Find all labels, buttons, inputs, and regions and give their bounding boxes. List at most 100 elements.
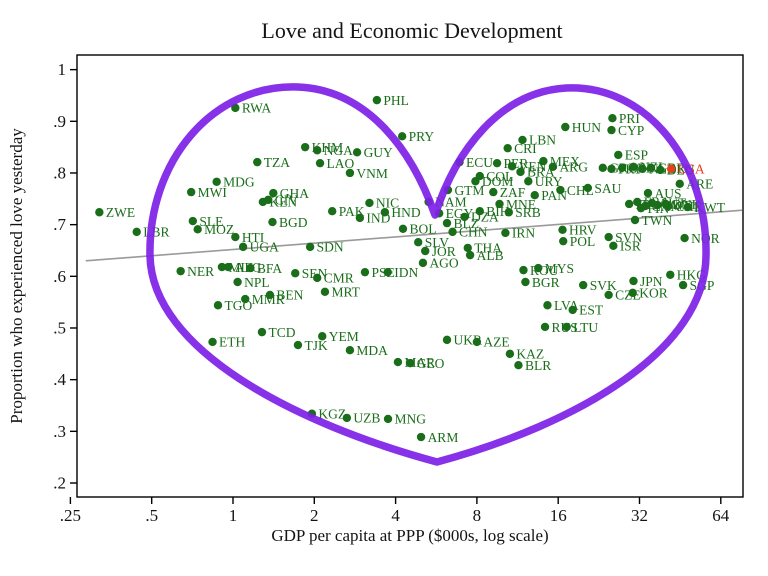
data-point-dot	[442, 335, 452, 345]
data-point-label: NER	[187, 264, 214, 279]
data-point-label: TCD	[268, 325, 295, 340]
data-point-dot	[492, 158, 502, 168]
data-point-label: LBN	[529, 133, 556, 148]
data-point-dot	[540, 322, 550, 332]
data-point-label: DZA	[471, 210, 499, 225]
data-point-dot	[524, 177, 533, 186]
data-point-label: HTI	[242, 230, 265, 245]
data-point-label: ESP	[625, 148, 648, 163]
data-point-label: GHA	[280, 186, 309, 201]
data-point-dot	[559, 236, 568, 246]
data-point-label: GEO	[417, 356, 445, 371]
data-point-label: BLR	[525, 358, 551, 373]
data-point-label: MNE	[506, 197, 536, 212]
data-point-dot	[495, 199, 504, 209]
data-point-dot	[342, 413, 352, 423]
data-point-label: NPL	[244, 275, 270, 290]
data-point-dot	[617, 163, 627, 173]
data-point-label: SRB	[515, 205, 541, 220]
data-point-dot	[561, 122, 570, 132]
data-point-dot	[633, 197, 642, 207]
data-point-label: AUS	[654, 186, 681, 201]
data-point-dot	[583, 183, 593, 193]
data-point-dot	[598, 163, 607, 173]
x-tick-label: 8	[473, 506, 482, 525]
data-point-dot	[607, 164, 616, 174]
data-point-dot	[475, 207, 484, 216]
data-point-dot	[231, 103, 240, 113]
data-point-label: TZA	[264, 155, 290, 170]
data-point-dot	[539, 156, 548, 166]
data-point-dot	[521, 277, 530, 287]
data-point-label: SLV	[425, 235, 450, 250]
data-point-label: YEM	[329, 329, 359, 344]
data-point-dot	[614, 150, 623, 160]
data-point-label: PRY	[409, 129, 435, 144]
data-point-label: IRN	[512, 226, 535, 241]
data-point-dot	[604, 290, 613, 300]
data-point-label: MDA	[356, 343, 388, 358]
data-point-label: CRI	[514, 141, 537, 156]
data-point-dot	[465, 250, 475, 260]
data-point-dot	[664, 201, 673, 211]
data-point-dot	[471, 177, 480, 186]
data-point-dot	[414, 238, 423, 247]
data-point-dot	[463, 243, 472, 253]
x-tick-label: 1	[229, 506, 238, 525]
data-point-label: BGR	[532, 275, 560, 290]
y-tick-label: .7	[53, 215, 66, 234]
y-tick-label: .6	[53, 267, 66, 286]
data-point-label: SAU	[594, 181, 621, 196]
y-tick-label: .3	[53, 422, 66, 441]
y-tick-label: .8	[53, 163, 66, 182]
chart-title: Love and Economic Development	[261, 18, 562, 43]
data-point-dot	[212, 177, 221, 186]
data-point-label: UZB	[353, 411, 380, 426]
heart-outline	[146, 83, 710, 466]
data-point-dot	[489, 187, 498, 197]
data-point-dot	[629, 276, 638, 286]
data-point-dot	[263, 195, 273, 205]
data-point-dot	[360, 267, 370, 277]
y-tick-label: .4	[53, 370, 66, 389]
data-point-dot	[393, 357, 403, 367]
x-tick-label: 2	[310, 506, 319, 525]
data-point-dot	[416, 432, 426, 442]
x-tick-label: 4	[391, 506, 400, 525]
data-point-label: ZWE	[106, 205, 135, 220]
data-point-dot	[607, 125, 616, 135]
data-point-dot	[530, 190, 539, 200]
data-point-dot	[268, 217, 277, 227]
data-point-label: CIV	[275, 193, 299, 208]
data-point-dot	[448, 227, 457, 237]
data-point-dot	[398, 224, 408, 233]
data-point-label: MYS	[545, 261, 574, 276]
data-point-dot	[383, 267, 392, 277]
data-point-dot	[501, 228, 510, 238]
data-point-label: POL	[570, 234, 596, 249]
data-point-label: ISR	[620, 239, 641, 254]
data-point-label: EST	[579, 303, 604, 318]
data-point-label: AZE	[483, 335, 509, 350]
data-point-dot	[265, 290, 275, 300]
data-point-label: KEN	[269, 195, 297, 210]
data-point-dot	[636, 203, 646, 213]
data-point-dot	[629, 162, 638, 171]
data-point-dot	[257, 327, 267, 337]
data-point-dot	[666, 270, 675, 279]
data-point-dot	[293, 340, 303, 350]
data-point-dot	[300, 142, 310, 152]
data-point-dot	[514, 360, 523, 370]
data-point-dot	[646, 163, 656, 173]
data-point-label: CYP	[618, 123, 644, 138]
data-point-dot	[543, 301, 552, 310]
data-point-label: BOL	[409, 222, 436, 237]
data-point-label: SVK	[590, 278, 617, 293]
data-point-label: HRV	[569, 223, 597, 238]
data-point-label: PRI	[619, 111, 641, 126]
data-point-dot	[442, 218, 452, 228]
data-point-dot	[328, 207, 337, 216]
data-point-label: DOM	[482, 174, 514, 189]
data-point-dot	[231, 232, 240, 242]
